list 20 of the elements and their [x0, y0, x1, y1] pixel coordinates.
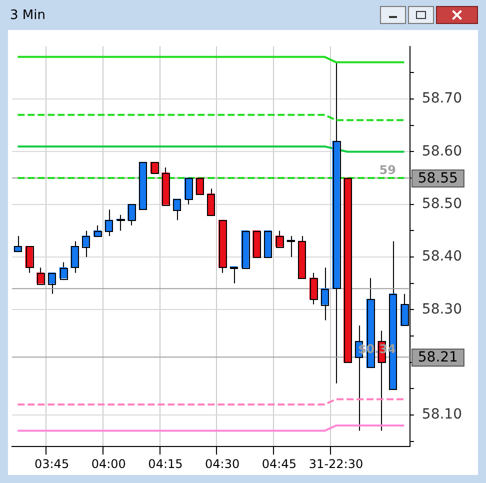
candlestick [196, 178, 204, 195]
x-tick-label: 31-22:30 [308, 456, 364, 471]
x-tick-label: 04:15 [148, 456, 183, 471]
x-tick-label: 03:45 [34, 456, 70, 471]
ref-line-label: 58.21 [418, 350, 458, 366]
annotation: $0.34 [358, 342, 396, 356]
x-tick-label: 04:45 [262, 456, 296, 471]
annotation: 59 [379, 163, 396, 178]
ref-line-label: 58.55 [418, 170, 458, 187]
candlestick [14, 235, 22, 252]
y-tick-label: 58.70 [422, 90, 462, 107]
y-tick-label: 58.50 [422, 196, 462, 212]
candlestick [150, 162, 159, 174]
y-tick-label: 58.30 [422, 301, 462, 318]
y-tick-label: 58.60 [422, 143, 462, 160]
y-tick-label: 58.40 [422, 248, 462, 265]
x-tick-label: 04:30 [205, 456, 240, 471]
x-tick-label: 04:00 [91, 456, 126, 471]
chart-title: 3 Min [10, 8, 46, 22]
y-tick-label: 58.10 [422, 406, 462, 423]
